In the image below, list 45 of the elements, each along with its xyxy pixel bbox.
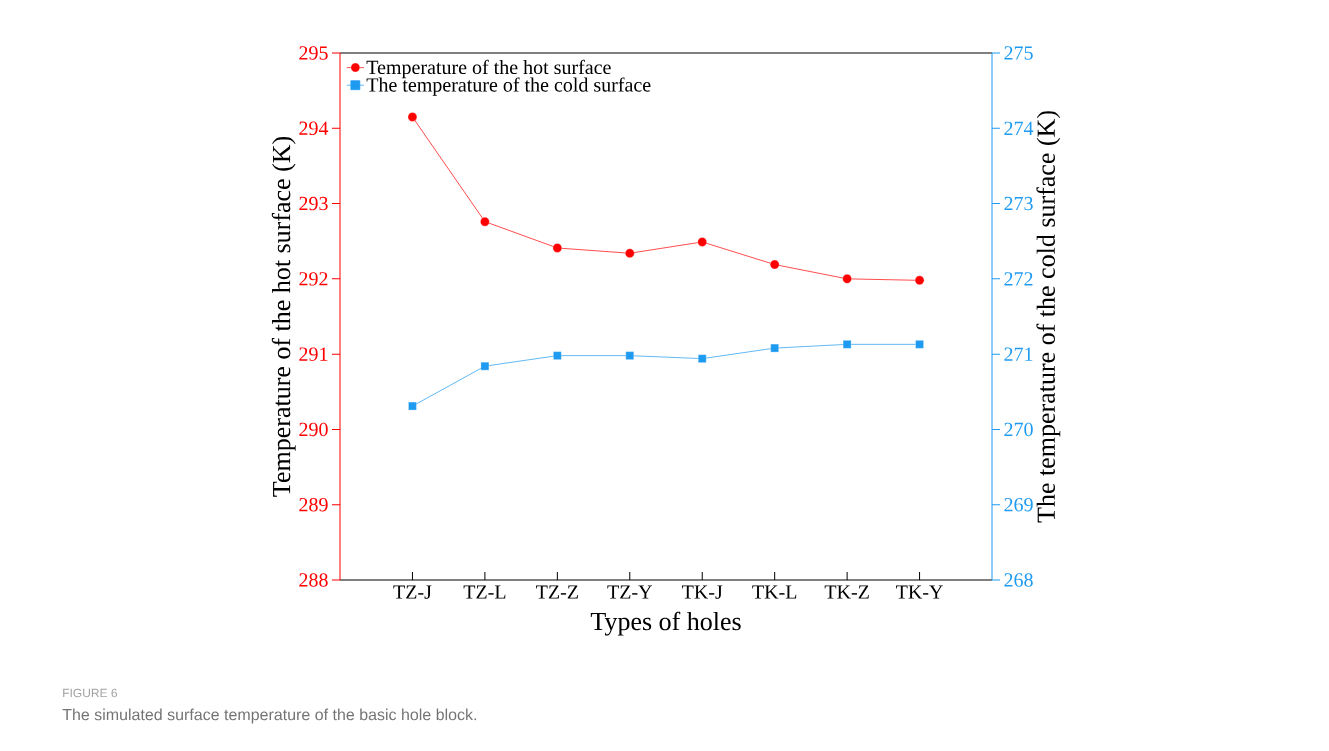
point	[480, 362, 490, 371]
text: The simulated surface temperature of the basic hole block.	[62, 708, 476, 724]
point	[407, 112, 418, 122]
point	[842, 340, 852, 349]
y2-tick-label: 273	[1004, 196, 1033, 211]
point	[842, 274, 852, 284]
x-tick-label: TK-J	[682, 585, 723, 599]
point	[553, 351, 562, 360]
y-tick-label: 288	[299, 573, 328, 587]
y-tick-label: 291	[299, 347, 328, 361]
y-tick-label: 289	[299, 497, 328, 512]
point	[625, 248, 635, 258]
y-tick-label: 290	[299, 422, 328, 437]
y2-tick-label: 270	[1004, 422, 1033, 437]
y2-axis-title: The temperature of the cold surface (K)	[1036, 111, 1061, 523]
x-tick-label: TK-Y	[896, 585, 943, 599]
y-tick-label: 294	[299, 121, 329, 135]
point	[697, 237, 707, 247]
point	[914, 275, 925, 285]
y-axis-title: Temperature of the hot surface (K)	[271, 136, 296, 497]
x-tick-label: TK-L	[752, 585, 797, 599]
point	[480, 216, 490, 227]
y2-tick-label: 271	[1004, 347, 1033, 361]
y-tick-label: 293	[299, 196, 328, 211]
point	[915, 340, 924, 349]
x-axis-title: Types of holes	[590, 611, 741, 636]
x-tick-label: TZ-Z	[536, 585, 578, 599]
point	[770, 259, 780, 270]
x-tick-label: TZ-Y	[607, 585, 653, 599]
y2-tick-label: 274	[1004, 121, 1034, 135]
y2-tick-label: 269	[1004, 497, 1033, 512]
x-tick-label: TZ-L	[463, 585, 506, 599]
caption: FIGURE 6	[63, 688, 118, 698]
point	[698, 354, 707, 363]
point	[770, 343, 779, 353]
y-tick-label: 295	[299, 46, 328, 60]
y2-tick-label: 268	[1004, 573, 1033, 587]
y2-tick-label: 275	[1004, 46, 1033, 60]
y2-tick-label: 272	[1004, 272, 1033, 286]
point	[625, 351, 634, 360]
x-tick-label: TZ-J	[393, 585, 432, 599]
point	[408, 401, 417, 411]
y-tick-label: 292	[299, 272, 328, 286]
point	[552, 243, 562, 253]
x-tick-label: TK-Z	[824, 585, 869, 599]
